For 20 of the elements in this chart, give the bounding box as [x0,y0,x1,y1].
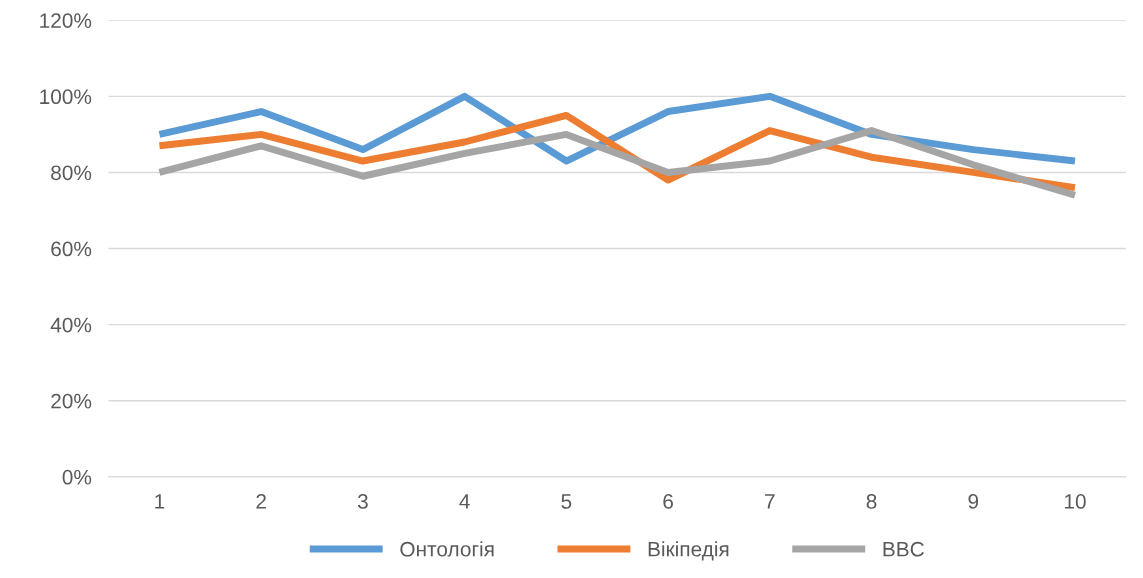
x-tick-label: 8 [866,494,877,509]
x-tick-label: 1 [155,494,165,509]
y-tick-label: 100% [40,89,92,105]
y-tick-label: 20% [51,393,92,409]
y-tick-label: 60% [51,241,92,257]
legend-label: BBC [883,541,924,557]
x-tick-label: 7 [765,494,775,509]
x-tick-label: 4 [459,494,470,509]
y-tick-label: 0% [62,469,92,485]
y-tick-label: 120% [40,13,92,28]
x-tick-label: 2 [256,494,266,509]
x-tick-label: 5 [561,494,572,509]
x-tick-label: 6 [663,494,673,509]
x-tick-label: 9 [968,494,979,509]
legend-label: Вікіпедія [648,541,729,561]
x-tick-label: 10 [1064,494,1086,509]
y-tick-label: 80% [51,165,92,181]
y-tick-label: 40% [50,317,92,333]
x-tick-label: 3 [357,494,368,509]
legend-label: Онтологія [400,541,494,557]
